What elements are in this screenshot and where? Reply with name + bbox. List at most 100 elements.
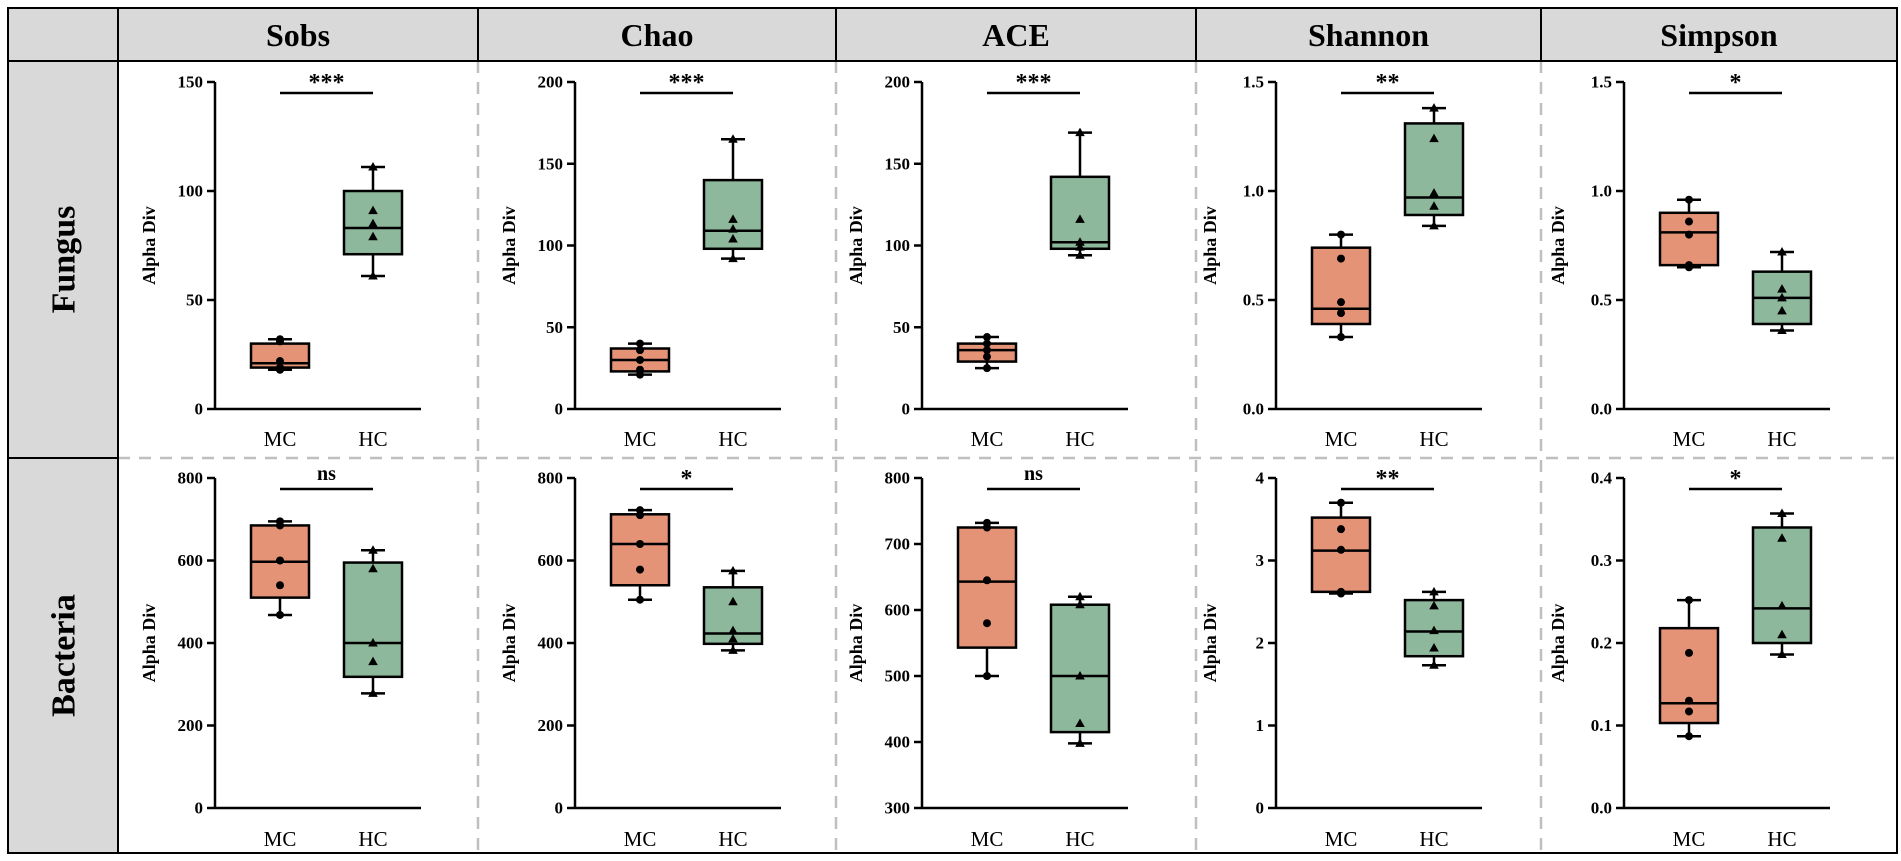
panel-fungus-sobs: 0 50 100 150 Alpha Div MC HC *** (139, 70, 421, 451)
data-point (1075, 242, 1085, 251)
data-point (1777, 292, 1787, 302)
y-axis-label: Alpha Div (499, 604, 519, 683)
data-point (728, 633, 738, 643)
data-point (636, 355, 644, 364)
data-point (1777, 305, 1787, 315)
significance-label: * (1730, 70, 1742, 96)
y-tick-label: 700 (885, 535, 911, 554)
iqr-box (1658, 626, 1720, 725)
data-point (728, 625, 738, 635)
data-point (1429, 188, 1439, 197)
panel-bacteria-sobs: 0 200 400 600 800 Alpha Div MC HC ns (139, 463, 421, 851)
x-category-label: HC (1065, 827, 1094, 851)
y-tick-label: 0 (195, 400, 204, 419)
x-category-label: HC (358, 827, 387, 851)
data-point (728, 134, 738, 143)
y-tick-label: 200 (178, 716, 204, 735)
data-point (1685, 707, 1693, 716)
box-hc (1403, 586, 1465, 669)
data-point (1075, 599, 1085, 609)
y-tick-label: 0 (1256, 799, 1265, 818)
x-category-label: MC (624, 427, 657, 451)
box-hc (342, 162, 404, 280)
data-point (1429, 586, 1439, 596)
y-tick-label: 0.2 (1591, 634, 1612, 653)
data-point (636, 346, 644, 355)
data-point (368, 638, 378, 647)
box-hc (702, 565, 764, 654)
y-axis-label: Alpha Div (846, 206, 866, 285)
data-point (1685, 261, 1693, 270)
data-point (1337, 498, 1345, 507)
box-mc (956, 518, 1018, 680)
data-point (728, 214, 738, 223)
y-tick-label: 150 (538, 154, 564, 173)
data-point (276, 517, 284, 526)
y-tick-label: 0.0 (1591, 400, 1612, 419)
data-point (1429, 660, 1439, 669)
iqr-box (1751, 526, 1813, 645)
y-tick-label: 0 (195, 799, 204, 818)
y-tick-label: 50 (893, 318, 910, 337)
x-category-label: MC (1673, 827, 1706, 851)
y-tick-label: 300 (885, 799, 911, 818)
y-tick-label: 1.0 (1591, 182, 1612, 201)
y-tick-label: 0.0 (1243, 400, 1264, 419)
box-mc (1658, 596, 1720, 741)
data-point (1685, 596, 1693, 605)
data-point (368, 563, 378, 573)
data-point (983, 333, 991, 342)
x-category-label: MC (264, 827, 297, 851)
data-point (636, 540, 644, 548)
box-hc (1403, 103, 1465, 230)
data-point (368, 205, 378, 215)
x-category-label: HC (718, 827, 747, 851)
data-point (1429, 625, 1439, 635)
data-point (1429, 642, 1439, 652)
panel-bacteria-ace: 300 400 500 600 700 800 Alpha Div MC HC ns (846, 463, 1128, 851)
data-point (1075, 718, 1085, 728)
significance-label: * (1730, 466, 1742, 492)
data-point (983, 352, 991, 361)
y-tick-label: 200 (538, 73, 564, 92)
data-point (983, 576, 991, 585)
data-point (1685, 217, 1693, 226)
iqr-box (956, 526, 1018, 649)
panel-bacteria-shannon: 0 1 2 3 4 Alpha Div MC HC ** (1200, 466, 1482, 851)
y-axis-label: Alpha Div (1548, 604, 1568, 683)
data-point (276, 357, 284, 366)
column-title-chao: Chao (621, 17, 694, 53)
data-point (1337, 525, 1345, 534)
y-tick-label: 0.3 (1591, 551, 1612, 570)
data-point (276, 581, 284, 590)
y-tick-label: 200 (885, 73, 911, 92)
significance-label: ** (1376, 70, 1400, 96)
y-tick-label: 800 (178, 469, 204, 488)
data-point (1685, 648, 1693, 657)
data-point (1429, 103, 1439, 112)
data-point (1337, 545, 1345, 554)
data-point (1777, 247, 1787, 256)
data-point (368, 545, 378, 554)
data-point (368, 231, 378, 241)
data-point (1429, 133, 1439, 143)
y-tick-label: 400 (885, 733, 911, 752)
y-tick-label: 100 (178, 182, 204, 201)
data-point (983, 364, 991, 373)
data-point (1777, 284, 1787, 293)
iqr-box (609, 513, 671, 587)
y-tick-label: 0.0 (1591, 799, 1612, 818)
outer-border (7, 7, 1898, 854)
panel-fungus-ace: 0 50 100 150 200 Alpha Div MC HC *** (846, 70, 1128, 451)
x-category-label: HC (718, 427, 747, 451)
x-category-label: HC (1767, 427, 1796, 451)
data-point (636, 565, 644, 574)
x-category-label: HC (1767, 827, 1796, 851)
data-point (1777, 508, 1787, 517)
data-point (1075, 214, 1085, 223)
data-point (636, 506, 644, 515)
data-point (368, 656, 378, 666)
data-point (728, 596, 738, 606)
data-point (1429, 201, 1439, 210)
